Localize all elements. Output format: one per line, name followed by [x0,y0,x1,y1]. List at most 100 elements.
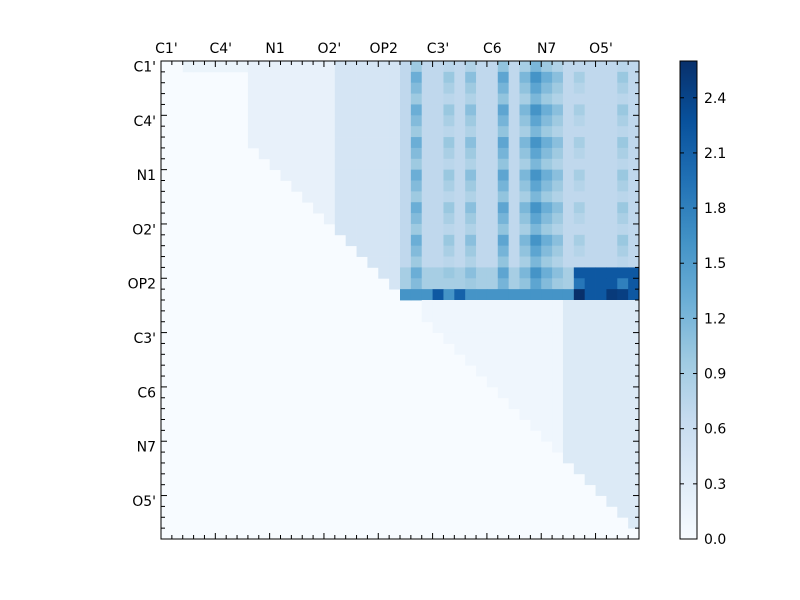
heatmap-cell [628,365,640,377]
heatmap-cell [291,93,303,105]
heatmap-cell [465,267,477,279]
heatmap-cell [584,365,596,377]
heatmap-cell [530,169,542,181]
heatmap-cell [552,71,564,84]
heatmap-cell [497,169,510,181]
heatmap-cell [519,191,531,203]
heatmap-cell [367,234,379,247]
heatmap-cell [617,256,629,268]
heatmap-cell [497,191,510,203]
heatmap-cell [530,419,542,431]
heatmap-cell [552,245,564,257]
heatmap-cell [562,452,575,464]
heatmap-cell [389,147,401,160]
colorbar-tick-label: 0.6 [704,422,726,438]
heatmap-cell [530,82,542,94]
heatmap-cell [562,191,575,203]
heatmap-cell [530,386,542,399]
heatmap-cell [302,126,314,138]
heatmap-cell [400,267,412,279]
heatmap-cell [573,256,586,268]
heatmap-cell [573,158,586,171]
heatmap-cell [584,441,596,453]
heatmap-cell [541,397,553,410]
heatmap-cell [378,245,390,257]
heatmap-cell [552,61,564,73]
heatmap-cell [454,137,466,149]
heatmap-cell [432,256,444,268]
heatmap-cell [367,104,379,116]
heatmap-cell [465,137,477,149]
heatmap-cell [258,115,271,127]
heatmap-cell [573,191,586,203]
heatmap-cell [541,93,553,105]
heatmap-cell [606,419,618,431]
heatmap-cell [421,71,433,84]
heatmap-cell [258,147,271,160]
heatmap-cell [334,137,347,149]
heatmap-cell [584,213,596,225]
heatmap-cell [584,430,596,442]
heatmap-cell [628,137,640,149]
heatmap-cell [345,202,357,214]
heatmap-cell [280,104,292,116]
heatmap-cell [389,82,401,94]
heatmap-cell [356,93,368,105]
heatmap-cell [497,245,510,257]
heatmap-cell [378,202,390,214]
heatmap-cell [389,158,401,171]
heatmap-cell [421,223,433,236]
heatmap-cell [356,223,368,236]
heatmap-cell [628,267,640,279]
heatmap-cell [280,169,292,181]
heatmap-cell [313,126,325,138]
heatmap-cell [628,419,640,431]
heatmap-cell [443,321,455,333]
heatmap-cell [421,180,433,192]
heatmap-cell [400,169,412,181]
heatmap-cell [584,115,596,127]
heatmap-cell [595,376,607,388]
heatmap-cell [530,300,542,312]
heatmap-cell [486,256,499,268]
heatmap-cell [280,93,292,105]
heatmap-cell [552,223,564,236]
heatmap-cell [345,126,357,138]
heatmap-cell [345,71,357,84]
heatmap-cell [410,278,423,290]
heatmap-cell [562,147,575,160]
heatmap-cell [617,343,629,355]
heatmap-cell [573,213,586,225]
heatmap-cell [541,332,553,344]
heatmap-cell [476,289,488,301]
heatmap-cell [508,278,520,290]
heatmap-cell [595,289,607,301]
heatmap-cell [508,82,520,94]
heatmap-cell [617,115,629,127]
heatmap-cell [562,289,575,301]
heatmap-cell [443,223,455,236]
heatmap-cell [530,256,542,268]
heatmap-cell [410,234,423,247]
heatmap-cell [400,234,412,247]
heatmap-cell [595,419,607,431]
heatmap-cell [508,332,520,344]
heatmap-cell [541,147,553,160]
heatmap-cell [628,386,640,399]
heatmap-cell [617,376,629,388]
heatmap-cell [519,82,531,94]
heatmap-cell [291,104,303,116]
heatmap-cell [595,386,607,399]
colorbar-tick-label: 2.1 [704,146,726,162]
heatmap-cell [541,158,553,171]
heatmap-cell [280,61,292,73]
heatmap-cell [552,202,564,214]
heatmap-cell [421,245,433,257]
heatmap-cell [541,180,553,192]
heatmap-cell [573,234,586,247]
heatmap-cell [258,104,271,116]
heatmap-cell [454,223,466,236]
heatmap-cell [421,93,433,105]
y-axis-ticks: C1' C4' N1 O2' OP2 C3' C6 N7 O5' [128,59,639,540]
heatmap-cell [291,61,303,73]
